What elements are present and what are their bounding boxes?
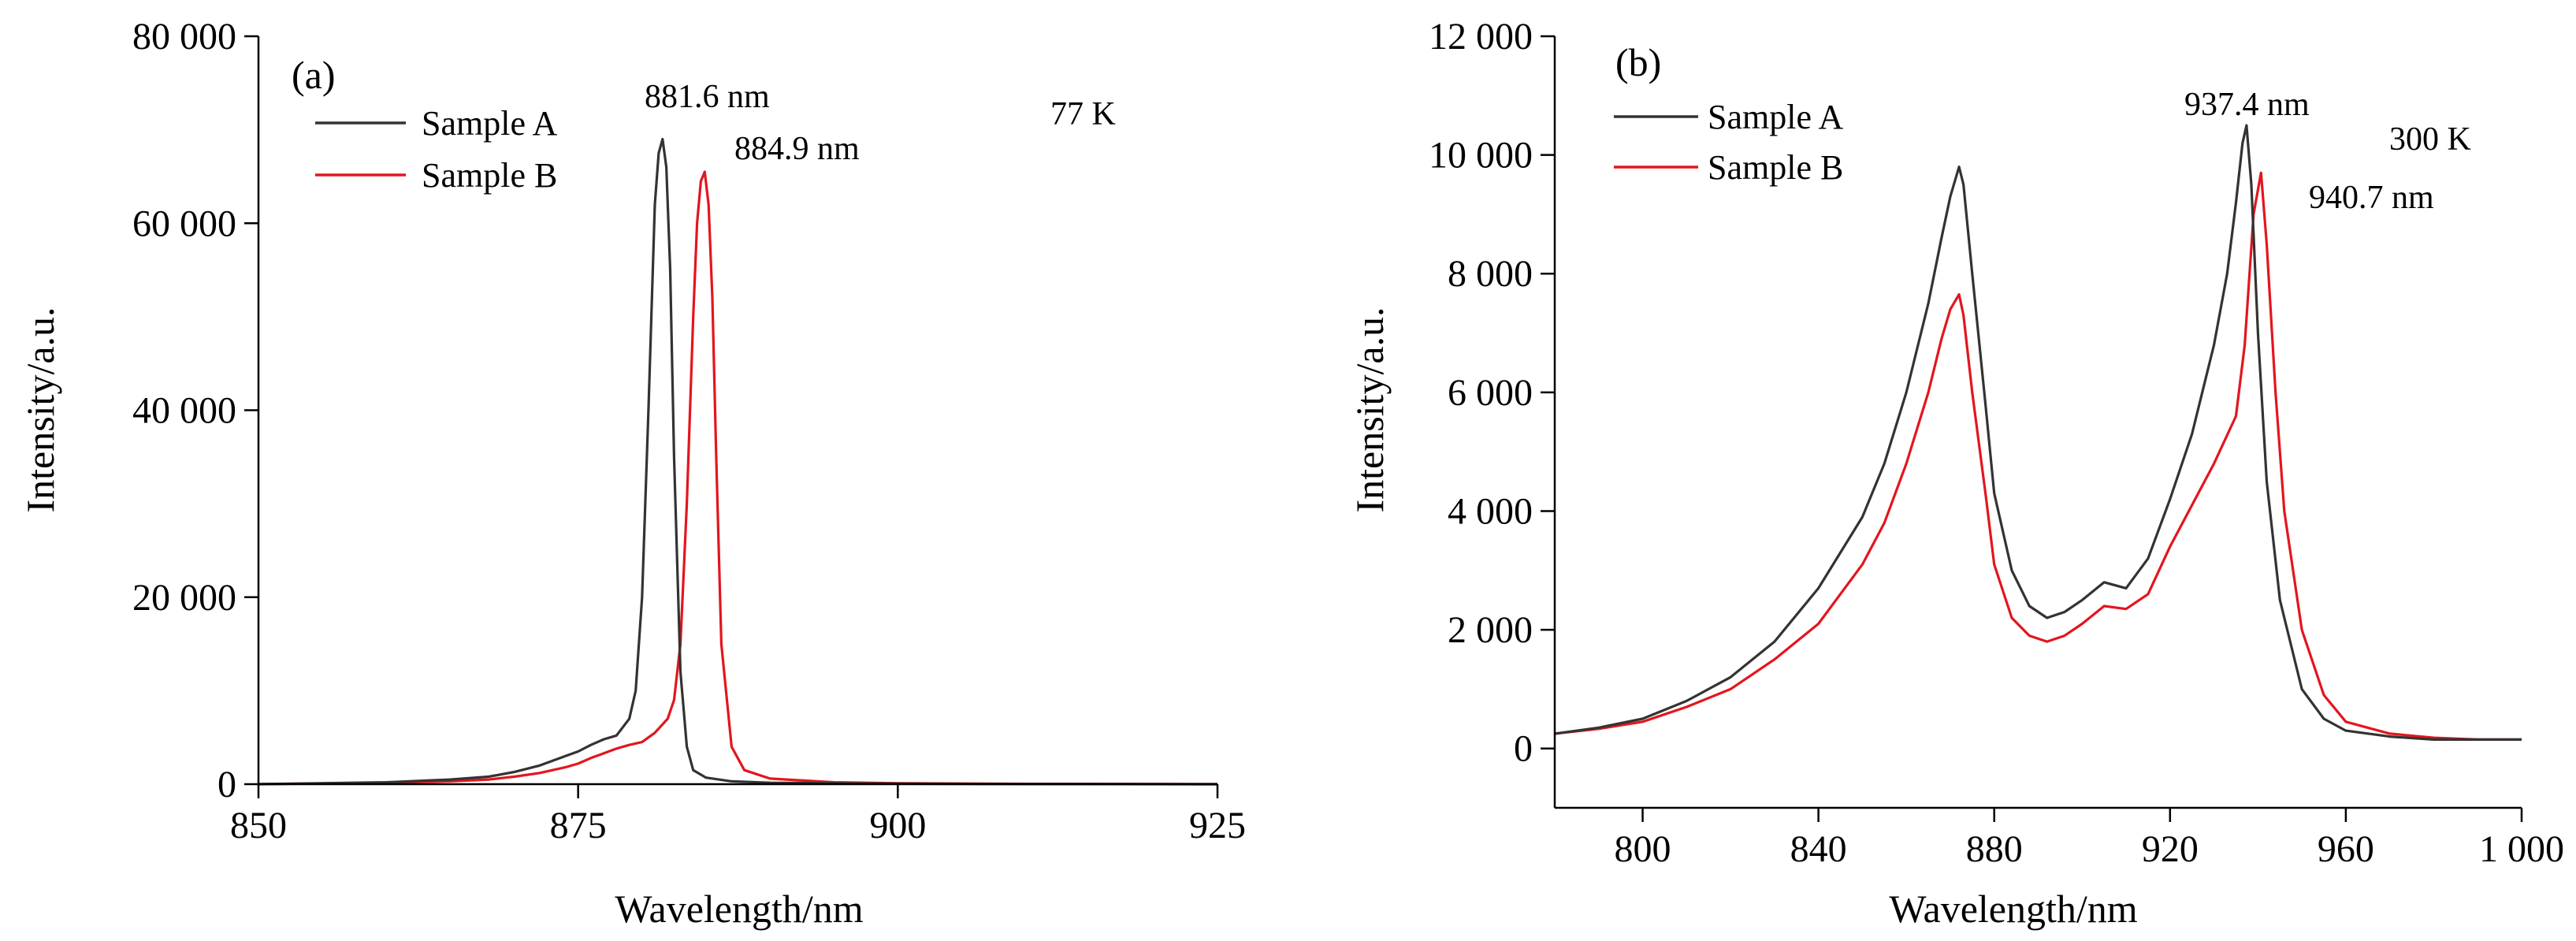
panel-a-y-tick-label: 0 <box>217 764 236 805</box>
peak-annotation-sample-b: 940.7 nm <box>2309 180 2434 216</box>
panel-b-x-tick-label: 840 <box>1790 828 1847 870</box>
panel-a-x-tick-label: 925 <box>1189 805 1246 846</box>
panel-a-legend: Sample A Sample B <box>315 104 558 195</box>
panel-a-y-tick-label: 20 000 <box>132 577 236 619</box>
panel-a: 0 20 000 40 000 60 000 80 000 850 875 900 925 (… <box>18 16 1246 931</box>
panel-b-series <box>1554 124 2522 742</box>
panel-b-series-sample-b <box>1554 171 2522 742</box>
panel-a-series-sample-b <box>258 170 1218 786</box>
legend-label-sample-a: Sample A <box>1708 98 1844 136</box>
legend-label-sample-b: Sample B <box>1708 148 1843 187</box>
legend-label-sample-b: Sample B <box>422 156 557 195</box>
panel-a-x-tick-label: 875 <box>550 805 607 846</box>
panel-b-legend: Sample A Sample B <box>1614 98 1844 187</box>
panel-b-y-tick-label: 4 000 <box>1448 490 1533 532</box>
panel-b-y-tick-label: 8 000 <box>1448 253 1533 295</box>
peak-annotation-sample-b: 884.9 nm <box>734 131 860 167</box>
panel-a-x-tick-label: 900 <box>869 805 926 846</box>
panel-a-label: (a) <box>292 53 336 97</box>
panel-b-y-axis-title: Intensity/a.u. <box>1347 307 1392 512</box>
panel-a-y-tick-label: 80 000 <box>132 16 236 58</box>
panel-a-y-ticks: 0 20 000 40 000 60 000 80 000 <box>132 16 258 805</box>
panel-a-x-tick-label: 850 <box>230 805 287 846</box>
peak-annotation-sample-a: 881.6 nm <box>645 79 770 115</box>
panel-b-series-sample-a <box>1554 124 2522 742</box>
temperature-annotation: 77 K <box>1050 96 1116 132</box>
panel-b-x-axis-title: Wavelength/nm <box>1889 887 2137 931</box>
temperature-annotation: 300 K <box>2389 121 2471 158</box>
panel-b-x-tick-label: 1 000 <box>2479 828 2564 870</box>
panel-b-y-tick-label: 0 <box>1514 728 1533 770</box>
panel-b-label: (b) <box>1615 40 1661 84</box>
peak-annotation-sample-a: 937.4 nm <box>2184 87 2310 123</box>
legend-label-sample-a: Sample A <box>422 104 558 143</box>
panel-b-x-tick-label: 960 <box>2318 828 2374 870</box>
panel-b-y-ticks: 0 2 000 4 000 6 000 8 000 10 000 12 000 <box>1429 16 1555 770</box>
panel-b-x-tick-label: 880 <box>1966 828 2023 870</box>
panel-a-y-axis-title: Intensity/a.u. <box>18 307 62 512</box>
panel-b-y-tick-label: 12 000 <box>1429 16 1533 58</box>
panel-b-x-ticks: 800 840 880 920 960 1 000 <box>1615 808 2564 870</box>
panel-b-y-tick-label: 2 000 <box>1448 609 1533 651</box>
panel-a-x-ticks: 850 875 900 925 <box>230 784 1246 846</box>
panel-a-series-sample-a <box>258 137 1218 786</box>
panel-a-x-axis-title: Wavelength/nm <box>615 887 863 931</box>
panel-b-x-tick-label: 800 <box>1615 828 1671 870</box>
panel-b: 0 2 000 4 000 6 000 8 000 10 000 12 000 800 840… <box>1347 16 2564 931</box>
panel-a-y-tick-label: 40 000 <box>132 390 236 432</box>
panel-a-y-tick-label: 60 000 <box>132 203 236 244</box>
panel-b-y-tick-label: 6 000 <box>1448 372 1533 414</box>
panel-b-x-tick-label: 920 <box>2142 828 2199 870</box>
panel-a-series <box>258 137 1218 786</box>
panel-b-y-tick-label: 10 000 <box>1429 135 1533 177</box>
